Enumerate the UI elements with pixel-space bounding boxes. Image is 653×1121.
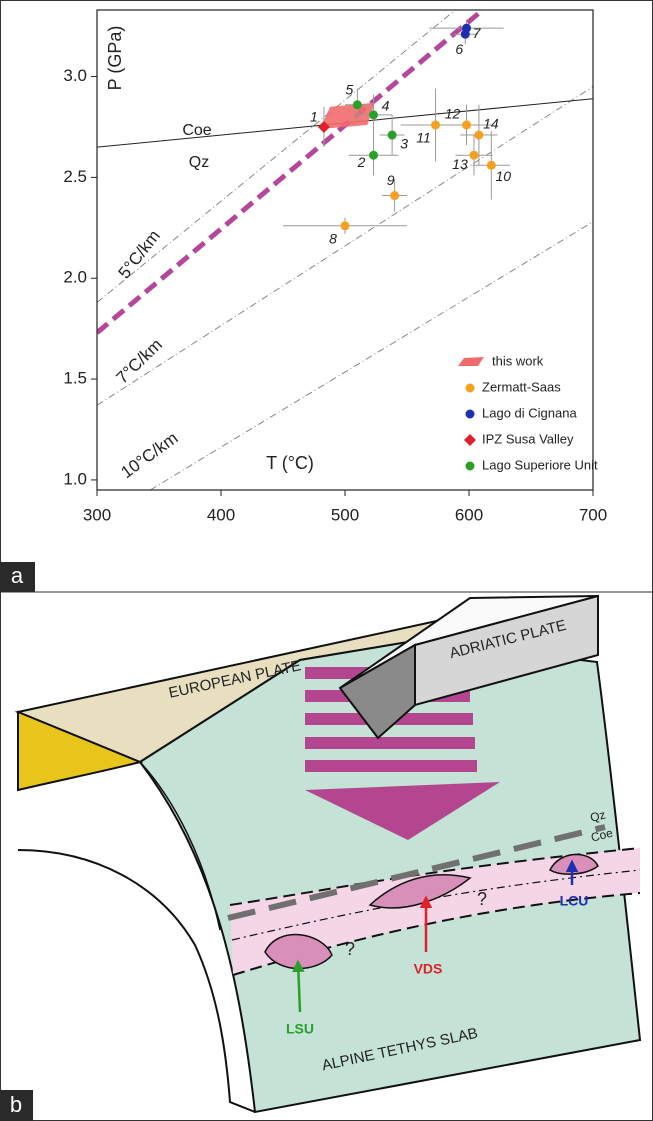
data-point [369, 110, 378, 119]
panel-label: a [11, 563, 24, 588]
x-tick-label: 400 [207, 505, 235, 524]
arrow-stripe [305, 737, 475, 749]
legend-label: Lago Superiore Unit [482, 457, 598, 472]
point-label: 12 [445, 106, 461, 122]
data-point [369, 151, 378, 160]
legend-label: this work [492, 353, 544, 368]
legend-label: IPZ Susa Valley [482, 431, 574, 446]
lsu-label: LSU [286, 1021, 314, 1037]
data-point [487, 161, 496, 170]
geotherm-label: 7°C/km [113, 335, 166, 388]
point-label: 7 [473, 25, 482, 41]
point-label: 6 [455, 41, 463, 57]
point-label: 14 [483, 116, 499, 132]
point-label: 13 [452, 156, 468, 172]
legend-marker [466, 410, 475, 419]
question-mark: ? [477, 889, 487, 909]
x-tick-label: 600 [455, 505, 483, 524]
data-point [462, 24, 471, 33]
reaction-label: Qz [189, 154, 209, 171]
data-point [390, 191, 399, 200]
x-tick-label: 300 [83, 505, 111, 524]
data-point [341, 221, 350, 230]
y-axis-label: P (GPa) [105, 26, 125, 91]
geotherm-line [97, 10, 455, 302]
figure: 5°C/km7°C/km10°C/kmCoeQz8911121314106715… [0, 0, 653, 1121]
point-label: 2 [357, 154, 366, 170]
lcu-label: LCU [560, 893, 589, 909]
y-tick-label: 2.5 [63, 167, 87, 186]
point-label: 1 [310, 109, 318, 125]
y-tick-label: 1.5 [63, 369, 87, 388]
x-tick-label: 700 [579, 505, 607, 524]
point-label: 8 [329, 231, 337, 247]
peak-geotherm [97, 10, 483, 333]
x-axis-label: T (°C) [266, 453, 314, 473]
point-label: 3 [400, 136, 408, 152]
arrow-stripe [305, 760, 477, 772]
y-tick-label: 1.0 [63, 469, 87, 488]
this-work-field [320, 103, 375, 129]
legend-marker [466, 384, 475, 393]
panel-label: b [10, 1092, 22, 1117]
data-point [474, 131, 483, 140]
point-label: 10 [496, 168, 512, 184]
legend-marker [464, 434, 476, 446]
legend-label: Lago di Cignana [482, 405, 577, 420]
point-label: 11 [416, 130, 431, 146]
point-label: 4 [382, 98, 390, 114]
data-point [469, 151, 478, 160]
vds-label: VDS [414, 961, 443, 977]
data-point [431, 120, 440, 129]
data-point [388, 131, 397, 140]
point-label: 5 [346, 81, 354, 97]
reaction-label: Coe [182, 122, 211, 139]
data-point [462, 120, 471, 129]
question-mark: ? [345, 939, 355, 959]
legend-label: Zermatt-Saas [482, 379, 561, 394]
legend-swatch [458, 357, 484, 366]
legend-marker [466, 462, 475, 471]
y-tick-label: 2.0 [63, 268, 87, 287]
data-point [353, 100, 362, 109]
x-tick-label: 500 [331, 505, 359, 524]
y-tick-label: 3.0 [63, 66, 87, 85]
diagram: EUROPEAN PLATE ADRIATIC PLATE Qz Coe ? ?… [18, 596, 640, 1112]
point-label: 9 [387, 172, 395, 188]
chart: 5°C/km7°C/km10°C/kmCoeQz8911121314106715… [63, 10, 607, 524]
geotherm-label: 10°C/km [117, 428, 181, 482]
